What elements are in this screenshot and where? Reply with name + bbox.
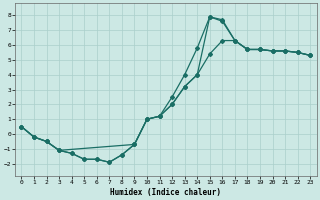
X-axis label: Humidex (Indice chaleur): Humidex (Indice chaleur) — [110, 188, 221, 197]
